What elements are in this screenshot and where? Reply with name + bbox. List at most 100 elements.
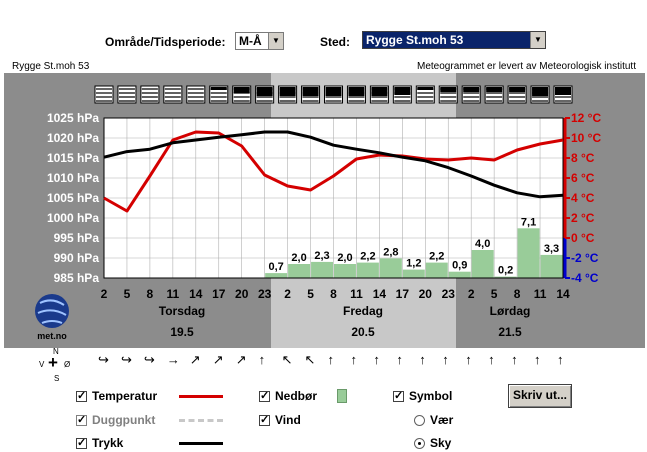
period-select[interactable]: M-Å ▼: [235, 32, 284, 50]
precip-bar: [517, 228, 540, 278]
wind-arrow-icon: ↪: [98, 352, 109, 367]
precip-label: 1,2: [406, 258, 421, 270]
symbol-checkbox[interactable]: [393, 389, 404, 402]
weather-radio[interactable]: [414, 415, 425, 426]
time-tick-label: 5: [124, 287, 131, 301]
location-select-value: Rygge St.moh 53: [366, 33, 464, 47]
sky-symbol-icon: [163, 85, 183, 104]
compass-v: V: [39, 360, 45, 369]
temperature-label: Temperatur: [92, 389, 158, 403]
wind-arrow-icon: ↪: [120, 352, 132, 367]
pressure-tick-label: 1005 hPa: [47, 191, 99, 205]
wind-arrow-icon: ↑: [557, 352, 564, 367]
sky-symbol-cover: [440, 87, 457, 92]
pressure-tick-label: 995 hPa: [54, 231, 100, 245]
sky-symbol-cover: [486, 87, 503, 92]
compass-s: S: [54, 374, 60, 383]
time-tick-label: 11: [350, 287, 363, 301]
day-date-label: 21.5: [498, 325, 522, 339]
sky-symbol-cover: [371, 87, 388, 96]
weather-radio-label: Vær: [430, 413, 454, 427]
time-tick-label: 17: [212, 287, 226, 301]
wind-arrow-icon: ↖: [281, 352, 293, 367]
sky-symbol-icon: [278, 85, 298, 104]
sky-symbol-icon: [117, 85, 137, 104]
sky-symbol-icon: [484, 85, 504, 104]
sky-symbol-frame: [140, 85, 160, 104]
sky-symbol-icon: [530, 85, 550, 104]
wind-arrow-icon: ↑: [419, 352, 426, 367]
day-date-label: 19.5: [170, 325, 194, 339]
wind-arrow-icon: ↗: [212, 352, 224, 367]
time-tick-label: 20: [419, 287, 433, 301]
sky-radio[interactable]: [414, 438, 425, 449]
pressure-tick-label: 985 hPa: [54, 271, 100, 285]
pressure-tick-label: 990 hPa: [54, 251, 100, 265]
sky-symbol-frame: [186, 85, 206, 104]
symbol-label: Symbol: [409, 389, 453, 403]
sky-symbol-icon: [209, 85, 229, 104]
location-label: Sted:: [320, 35, 350, 49]
wind-arrow-icon: ↗: [235, 352, 247, 367]
period-select-value: M-Å: [239, 34, 262, 48]
sky-symbol-icon: [301, 85, 321, 104]
sky-symbol-cover: [348, 87, 365, 96]
time-tick-label: 2: [101, 287, 108, 301]
sky-radio-label: Sky: [430, 436, 452, 450]
sky-symbol-icon: [369, 85, 389, 104]
precip-bar: [448, 271, 471, 278]
wind-arrow-icon: ↪: [143, 352, 155, 367]
precip-bar: [334, 264, 356, 278]
pressure-checkbox[interactable]: [76, 436, 87, 449]
temp-tick-label: 4 °C: [571, 191, 595, 205]
time-tick-label: 14: [189, 287, 203, 301]
day-date-label: 20.5: [351, 325, 375, 339]
wind-compass: N V + Ø S: [36, 347, 76, 384]
temp-tick-label: 0 °C: [571, 231, 595, 245]
wind-checkbox[interactable]: [259, 413, 270, 426]
temp-tick-label: 10 °C: [571, 131, 601, 145]
precip-label: 0,2: [498, 265, 513, 277]
temp-tick-label: -4 °C: [571, 271, 599, 285]
met-logo: met.no: [35, 294, 69, 341]
precipitation-checkbox[interactable]: [259, 389, 270, 402]
wind-arrow-icon: ↑: [488, 352, 495, 367]
chevron-down-icon: ▼: [530, 32, 545, 48]
time-tick-label: 20: [235, 287, 249, 301]
wind-arrow-icon: ↑: [373, 352, 380, 367]
precip-label: 4,0: [475, 238, 490, 250]
time-tick-label: 11: [167, 287, 180, 301]
sky-symbol-icon: [232, 85, 252, 104]
met-logo-text: met.no: [37, 331, 67, 341]
dewpoint-label: Duggpunkt: [92, 413, 156, 427]
wind-arrow-icon: ↑: [465, 352, 472, 367]
precip-label: 0,7: [268, 261, 283, 273]
precip-label: 7,1: [521, 216, 536, 228]
sky-symbol-cover: [509, 87, 526, 92]
dewpoint-checkbox[interactable]: [76, 413, 87, 426]
sky-symbol-cover: [555, 87, 571, 95]
temperature-checkbox[interactable]: [76, 389, 87, 402]
pressure-tick-label: 1000 hPa: [47, 211, 99, 225]
sky-symbol-cover: [532, 87, 549, 96]
location-select[interactable]: Rygge St.moh 53 ▼: [362, 31, 546, 49]
precipitation-label: Nedbør: [275, 389, 317, 403]
met-logo-waves: [37, 299, 67, 324]
pressure-line: [103, 130, 564, 199]
precip-label: 2,2: [429, 251, 444, 263]
sky-symbol-cover: [325, 87, 342, 96]
credit-text: Meteogrammet er levert av Meteorologisk …: [417, 61, 636, 72]
print-button[interactable]: Skriv ut...: [508, 384, 572, 408]
sky-symbol-frame: [163, 85, 183, 104]
time-tick-label: 11: [534, 287, 547, 301]
precip-label: 2,2: [360, 251, 375, 263]
time-tick-label: 17: [396, 287, 410, 301]
sky-symbol-icon: [140, 85, 160, 104]
wind-arrow-icon: ↑: [350, 352, 357, 367]
meteogram-chart: 0,7 2,0 2,3 2,0 2,2 2,8 1,2 2,2 0,9 4,0 0,2 7,1 3,3 1…: [4, 73, 645, 348]
pressure-legend-line: [179, 442, 223, 445]
wind-arrow-icon: ↑: [396, 352, 403, 367]
wind-arrow-icon: ↑: [258, 352, 266, 367]
station-name: Rygge St.moh 53: [12, 61, 90, 72]
wind-arrow-icon: ↑: [511, 352, 518, 367]
